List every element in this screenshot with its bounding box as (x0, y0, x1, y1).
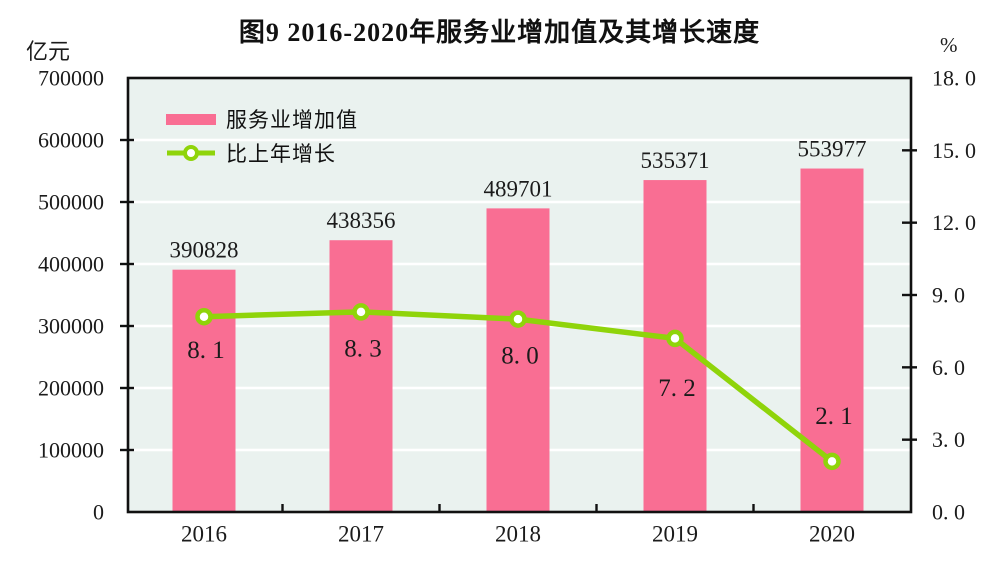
left-axis-tick-label: 400000 (38, 252, 104, 277)
growth-value-label: 8. 0 (501, 343, 539, 370)
left-axis-tick-label: 700000 (38, 66, 104, 91)
right-axis-tick-label: 0. 0 (932, 500, 965, 525)
right-axis-tick-label: 9. 0 (932, 283, 965, 308)
right-axis-tick-label: 15. 0 (932, 138, 976, 163)
marker-2017 (352, 303, 370, 321)
bar-value-label: 489701 (484, 176, 553, 201)
right-axis-tick-label: 12. 0 (932, 210, 976, 235)
right-axis-tick-label: 6. 0 (932, 355, 965, 380)
bar-value-label: 553977 (798, 137, 867, 162)
legend-item-line: 比上年增长 (166, 137, 358, 169)
left-axis-tick-label: 300000 (38, 314, 104, 339)
right-axis-unit-label: % (940, 33, 958, 57)
bar-2018 (486, 208, 550, 512)
bar-series-swatch-icon (166, 113, 216, 125)
marker-2016 (195, 307, 213, 326)
x-axis-label-2017: 2017 (338, 522, 384, 547)
marker-2018 (509, 310, 527, 328)
line-series-swatch-icon (166, 144, 216, 162)
left-axis-tick-label: 600000 (38, 128, 104, 153)
bar-value-label: 438356 (327, 208, 396, 233)
left-axis-unit-label: 亿元 (26, 39, 71, 64)
x-axis-label-2020: 2020 (809, 522, 855, 547)
right-axis-tick-label: 18. 0 (932, 66, 976, 91)
bar-value-label: 535371 (641, 148, 710, 173)
bar-value-label: 390828 (170, 238, 239, 263)
chart-title: 图9 2016-2020年服务业增加值及其增长速度 (238, 18, 761, 47)
marker-2019 (666, 329, 684, 348)
x-axis-label-2018: 2018 (495, 522, 541, 547)
legend-label-bar: 服务业增加值 (226, 109, 358, 132)
right-axis-tick-label: 3. 0 (932, 427, 965, 452)
legend-item-bar: 服务业增加值 (166, 103, 358, 135)
left-axis-tick-label: 200000 (38, 376, 104, 401)
growth-value-label: 2. 1 (815, 403, 853, 430)
bar-2016 (172, 269, 236, 512)
growth-value-label: 8. 3 (344, 335, 382, 362)
left-axis-tick-label: 100000 (38, 438, 104, 463)
growth-value-label: 8. 1 (187, 337, 225, 364)
chart-legend: 服务业增加值 比上年增长 (166, 103, 358, 169)
bar-2017 (329, 240, 393, 512)
left-axis-tick-label: 0 (93, 500, 104, 525)
left-axis-tick-label: 500000 (38, 190, 104, 215)
legend-label-line: 比上年增长 (226, 143, 336, 166)
line-swatch-glyph (167, 145, 215, 161)
marker-2020 (823, 452, 841, 471)
growth-value-label: 7. 2 (658, 375, 696, 402)
x-axis-label-2016: 2016 (181, 522, 227, 547)
x-axis-label-2019: 2019 (652, 522, 698, 547)
